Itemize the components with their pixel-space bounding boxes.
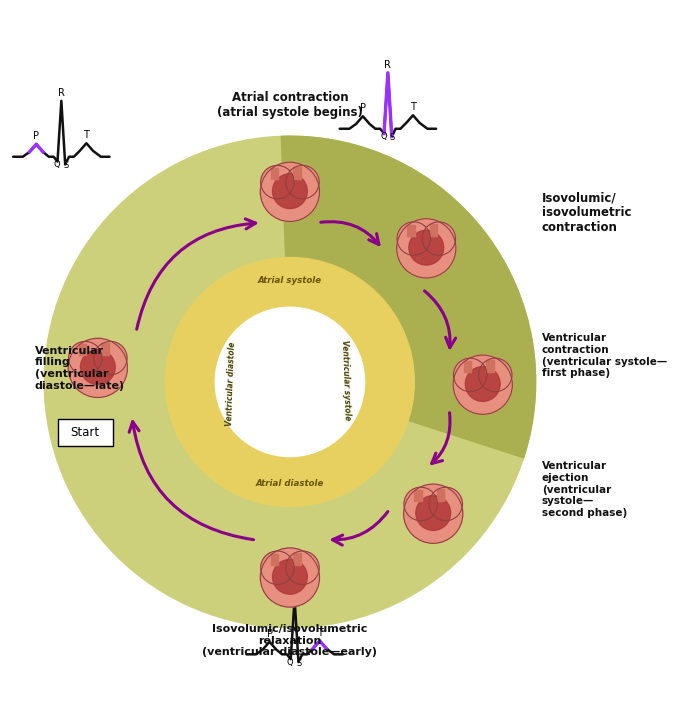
Text: Atrial contraction
(atrial systole begins): Atrial contraction (atrial systole begin… (217, 91, 363, 119)
Circle shape (422, 222, 456, 256)
Circle shape (409, 230, 443, 265)
Text: Ventricular systole: Ventricular systole (340, 340, 352, 420)
Text: Q: Q (287, 658, 294, 667)
Text: Atrial diastole: Atrial diastole (256, 479, 324, 488)
Text: Start: Start (71, 426, 100, 439)
Circle shape (260, 551, 294, 584)
Circle shape (94, 342, 127, 375)
Text: S: S (390, 133, 395, 143)
Circle shape (260, 165, 294, 199)
Text: P: P (267, 629, 273, 639)
Text: Isovolumic/isovolumetric
relaxation
(ventricular diastole—early): Isovolumic/isovolumetric relaxation (ven… (203, 624, 377, 657)
Bar (271, 168, 278, 180)
Bar (464, 361, 471, 372)
Circle shape (465, 366, 500, 401)
Circle shape (429, 487, 462, 521)
Bar (271, 554, 278, 565)
FancyBboxPatch shape (58, 418, 113, 446)
Text: P: P (33, 131, 39, 141)
Circle shape (453, 355, 512, 414)
Bar (293, 553, 301, 565)
Text: Isovolumic/
isovolumetric
contraction: Isovolumic/ isovolumetric contraction (542, 191, 631, 235)
Bar (293, 167, 301, 180)
Bar (437, 489, 444, 501)
Bar (407, 224, 415, 236)
Text: T: T (410, 102, 416, 112)
Text: R: R (384, 60, 391, 70)
Circle shape (273, 560, 307, 594)
Circle shape (273, 174, 307, 209)
Text: R: R (58, 88, 65, 98)
Circle shape (260, 548, 320, 607)
Text: S: S (63, 161, 68, 170)
Text: S: S (296, 659, 301, 668)
Text: Ventricular
filling
(ventricular
diastole—late): Ventricular filling (ventricular diastol… (35, 346, 125, 391)
Circle shape (479, 358, 512, 392)
Circle shape (260, 162, 320, 222)
Bar (486, 360, 494, 372)
Circle shape (286, 551, 319, 584)
Circle shape (404, 487, 437, 521)
Text: Ventricular diastole: Ventricular diastole (225, 342, 237, 426)
Wedge shape (282, 136, 536, 458)
Text: Q: Q (380, 132, 387, 141)
Circle shape (68, 338, 127, 397)
Circle shape (415, 496, 451, 531)
Circle shape (454, 358, 487, 392)
Circle shape (69, 342, 102, 375)
Bar (414, 490, 422, 501)
Text: Ventricular
ejection
(ventricular
systole—
second phase): Ventricular ejection (ventricular systol… (542, 461, 627, 518)
Text: P: P (360, 104, 366, 114)
Text: Q: Q (54, 160, 61, 169)
Bar (101, 343, 109, 355)
Bar (79, 344, 86, 355)
Text: Atrial systole: Atrial systole (258, 276, 322, 285)
Circle shape (396, 219, 456, 278)
Bar (430, 224, 437, 236)
Text: Ventricular
contraction
(ventricular systole—
first phase): Ventricular contraction (ventricular sys… (542, 333, 667, 378)
Circle shape (216, 307, 364, 457)
Text: T: T (317, 628, 322, 638)
Circle shape (286, 165, 319, 199)
Text: R: R (291, 586, 298, 596)
Circle shape (80, 350, 115, 384)
Circle shape (165, 258, 414, 506)
Circle shape (44, 136, 536, 628)
Circle shape (404, 484, 463, 543)
Text: T: T (84, 130, 89, 140)
Circle shape (397, 222, 430, 256)
